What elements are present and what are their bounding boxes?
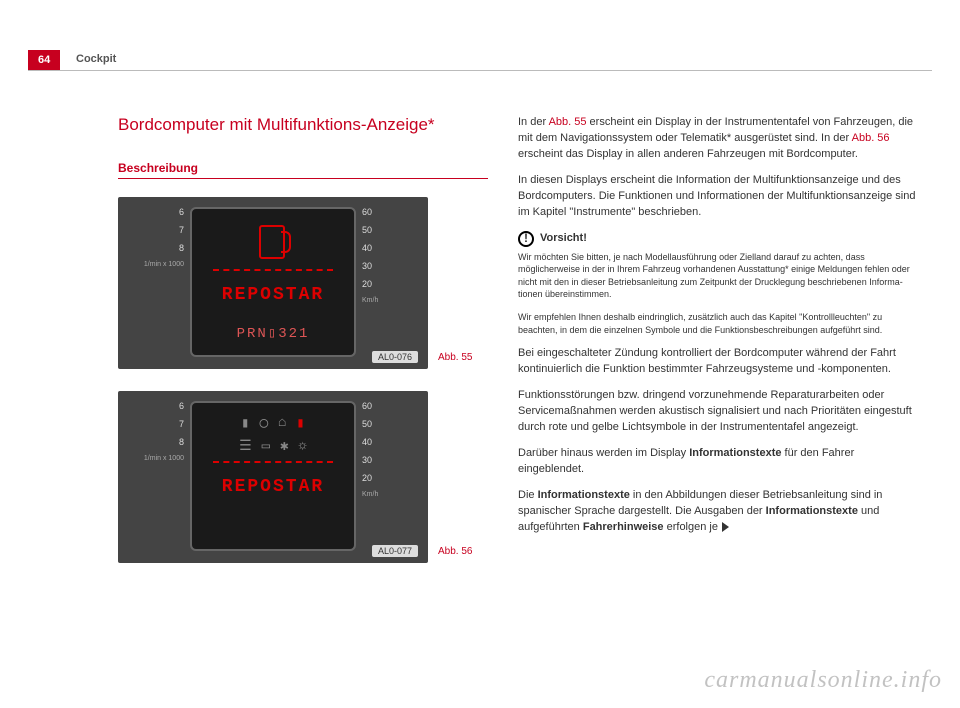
bold-term: Informationstexte [538,489,630,501]
text: erscheint das Display in allen anderen F… [518,148,858,160]
center-display: REPOSTAR PRN▯321 [190,207,356,357]
tick: 30 [362,455,428,465]
unit-label: 1/min x 1000 [118,455,184,462]
text: Darüber hinaus werden im Display [518,447,689,459]
warning-icon-row-2: ☰ ▭ ✱ ☼ [192,438,354,455]
figure-56-wrap: 6 7 8 1/min x 1000 ▮ ◯ ⌂ ▮ ☰ ▭ ✱ [118,391,488,563]
tick: 8 [118,437,184,447]
car-icon: ⌂ [278,415,286,432]
engine-icon: ✱ [280,438,288,455]
oil-icon: ☰ [239,438,252,455]
tick: 6 [118,401,184,411]
text: Die [518,489,538,501]
continue-arrow-icon [722,522,729,532]
warning-icon-row: ▮ ◯ ⌂ ▮ [192,415,354,432]
caution-paragraph: Wir empfehlen Ihnen deshalb eindringlich… [518,311,918,336]
tacho-left: 6 7 8 1/min x 1000 [118,197,190,369]
subsection-heading: Beschreibung [118,161,488,179]
figure-55: 6 7 8 1/min x 1000 REPOSTAR PRN▯321 60 5… [118,197,428,369]
figure-ref: Abb. 55 [549,116,587,128]
paragraph: Funktionsstörungen bzw. dringend vorzune… [518,388,918,436]
header-rule [28,70,932,71]
tick: 60 [362,207,428,217]
paragraph: Darüber hinaus werden im Display Informa… [518,446,918,478]
tick: 60 [362,401,428,411]
figure-id-plate: AL0-077 [372,545,418,557]
caution-heading: ! Vorsicht! [518,231,918,247]
content-area: Bordcomputer mit Multifunktions-Anzeige*… [118,115,932,585]
section-label: Cockpit [76,53,116,65]
temp-icon: ▮ [241,415,249,432]
caution-title: Vorsicht! [540,231,587,247]
caution-paragraph: Wir möchten Sie bitten, je nach Modellau… [518,251,918,301]
unit-label: Km/h [362,491,428,498]
watermark: carmanualsonline.info [704,667,942,694]
tick: 6 [118,207,184,217]
speedo-right: 60 50 40 30 20 Km/h [356,197,428,369]
fuel-pump-icon [253,221,293,261]
paragraph: Bei eingeschalteter Zündung kontrolliert… [518,346,918,378]
display-text-1: REPOSTAR [192,285,354,305]
right-column: In der Abb. 55 erscheint ein Display in … [518,115,918,585]
tick: 50 [362,419,428,429]
text: In der [518,116,549,128]
tick: 50 [362,225,428,235]
figure-55-wrap: 6 7 8 1/min x 1000 REPOSTAR PRN▯321 60 5… [118,197,488,369]
divider [213,269,333,271]
bold-term: Informationstexte [766,505,858,517]
bold-term: Fahrerhinweise [583,521,664,533]
paragraph: In der Abb. 55 erscheint ein Display in … [518,115,918,163]
divider [213,461,333,463]
caution-icon: ! [518,231,534,247]
paragraph: Die Informationstexte in den Abbildungen… [518,488,918,536]
tick: 20 [362,279,428,289]
tick: 30 [362,261,428,271]
text: erfolgen je [664,521,718,533]
paragraph: In diesen Displays erscheint die Informa… [518,173,918,221]
tick: 7 [118,225,184,235]
tick: 40 [362,243,428,253]
center-display: ▮ ◯ ⌂ ▮ ☰ ▭ ✱ ☼ REPOSTAR [190,401,356,551]
display-text-2: PRN▯321 [192,325,354,342]
circle-icon: ◯ [260,415,268,432]
figure-55-caption: Abb. 55 [438,352,472,363]
unit-label: Km/h [362,297,428,304]
tick: 8 [118,243,184,253]
fuel-icon: ▮ [296,415,304,432]
tacho-left: 6 7 8 1/min x 1000 [118,391,190,563]
speedo-right: 60 50 40 30 20 Km/h [356,391,428,563]
tick: 7 [118,419,184,429]
left-column: Bordcomputer mit Multifunktions-Anzeige*… [118,115,488,585]
page-title: Bordcomputer mit Multifunktions-Anzeige* [118,115,488,135]
figure-56-caption: Abb. 56 [438,546,472,557]
battery-icon: ▭ [262,438,270,455]
figure-ref: Abb. 56 [852,132,890,144]
light-icon: ☼ [299,438,307,455]
bold-term: Informationstexte [689,447,781,459]
figure-id-plate: AL0-076 [372,351,418,363]
display-text-1: REPOSTAR [192,477,354,497]
tick: 20 [362,473,428,483]
page-number-tab: 64 [28,50,60,70]
tick: 40 [362,437,428,447]
figure-56: 6 7 8 1/min x 1000 ▮ ◯ ⌂ ▮ ☰ ▭ ✱ [118,391,428,563]
unit-label: 1/min x 1000 [118,261,184,268]
